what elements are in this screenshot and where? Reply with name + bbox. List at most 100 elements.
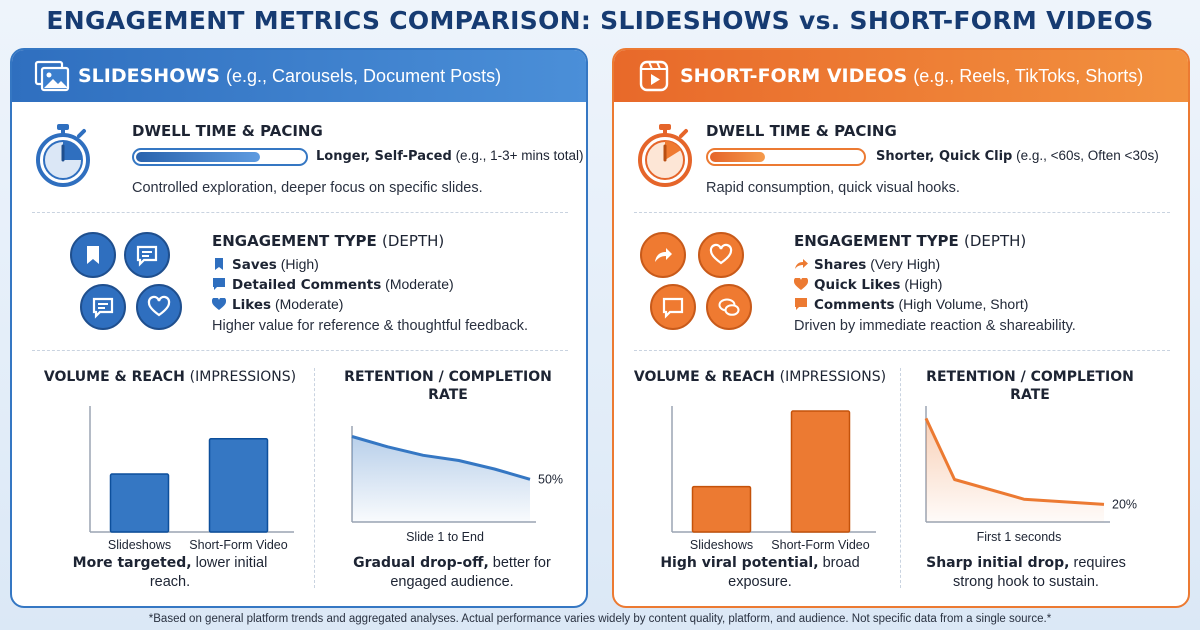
dwell-label-bold: Longer, Self-Paced — [316, 149, 452, 164]
engagement-item-label: Likes — [232, 297, 272, 313]
retention-caption: Gradual drop-off, better for engaged aud… — [334, 554, 570, 592]
dwell-label-rest: (e.g., 1-3+ mins total) — [455, 148, 584, 163]
volume-bar-chart: Slideshows Short-Form Video — [671, 406, 876, 552]
end-value-label: 20% — [1112, 497, 1137, 511]
dwell-bar-fill — [136, 152, 260, 162]
area-fill — [926, 418, 1104, 522]
retention-area-chart: 20% First 1 seconds — [924, 406, 1137, 544]
volume-caption-bold: High viral potential, — [660, 555, 819, 571]
dwell-label-bold: Shorter, Quick Clip — [876, 149, 1013, 164]
engagement-item-label: Detailed Comments — [232, 277, 382, 293]
heart-icon — [136, 284, 182, 330]
volume-caption-rest: broad exposure. — [728, 555, 860, 590]
slideshows-header-subtitle: (e.g., Carousels, Document Posts) — [226, 65, 502, 86]
volume-caption-rest: lower initial reach. — [149, 555, 268, 590]
stopwatch-icon — [36, 124, 90, 187]
series-line — [351, 435, 531, 481]
comment-icon — [650, 284, 696, 330]
divider — [314, 368, 315, 588]
dwell-description: Controlled exploration, deeper focus on … — [132, 180, 483, 196]
video-play-icon — [639, 60, 669, 92]
volume-title-rest: (IMPRESSIONS) — [189, 369, 297, 385]
volume-caption-bold: More targeted, — [72, 555, 192, 571]
dwell-label: Shorter, Quick Clip (e.g., <60s, Often <… — [876, 148, 1159, 164]
divider — [634, 212, 1170, 213]
slideshows-header: SLIDESHOWS (e.g., Carousels, Document Po… — [12, 50, 586, 102]
slideshows-panel: SLIDESHOWS (e.g., Carousels, Document Po… — [10, 48, 588, 608]
retention-chart-title: RETENTION / COMPLETION RATE — [344, 369, 552, 403]
engagement-item-level: (Moderate) — [274, 296, 344, 312]
engagement-item-label: Shares — [814, 257, 867, 273]
divider — [32, 350, 568, 351]
comment-icon — [124, 232, 170, 278]
list-item: Quick Likes (High) — [794, 276, 942, 293]
divider — [634, 350, 1170, 351]
retention-chart-title: RETENTION / COMPLETION RATE — [926, 369, 1134, 403]
x-tick-label: Slideshows — [108, 538, 171, 552]
comment-icon — [213, 278, 225, 290]
dwell-description: Rapid consumption, quick visual hooks. — [706, 180, 960, 196]
share-icon — [640, 232, 686, 278]
stopwatch-icon — [638, 124, 692, 187]
engagement-title: ENGAGEMENT TYPE (DEPTH) — [794, 232, 1026, 250]
volume-bar-chart: Slideshows Short-Form Video — [89, 406, 294, 552]
list-item: Detailed Comments (Moderate) — [212, 276, 454, 293]
heart-icon — [698, 232, 744, 278]
divider — [32, 212, 568, 213]
series-line — [924, 417, 1105, 506]
volume-title-bold: VOLUME & REACH — [43, 369, 185, 385]
list-item: Likes (Moderate) — [212, 296, 343, 313]
engagement-title-rest: (DEPTH) — [964, 232, 1027, 250]
bar — [208, 438, 269, 533]
volume-title-bold: VOLUME & REACH — [633, 369, 775, 385]
retention-caption: Sharp initial drop, requires strong hook… — [908, 554, 1144, 592]
x-axis-label: Slide 1 to End — [406, 530, 484, 544]
engagement-item-level: (Moderate) — [385, 276, 454, 292]
bookmark-icon — [215, 258, 223, 270]
area-fill — [352, 436, 530, 522]
images-icon — [34, 60, 70, 92]
x-axis-label: First 1 seconds — [977, 530, 1062, 544]
videos-header: SHORT-FORM VIDEOS (e.g., Reels, TikToks,… — [614, 50, 1188, 102]
x-tick-label: Short-Form Video — [771, 538, 869, 552]
engagement-description: Higher value for reference & thoughtful … — [212, 318, 528, 334]
heart-icon — [794, 278, 808, 290]
retention-area-chart: 50% Slide 1 to End — [351, 426, 563, 544]
list-item: Shares (Very High) — [794, 256, 940, 273]
engagement-item-label: Saves — [232, 257, 277, 273]
heart-icon — [212, 298, 226, 310]
share-icon — [795, 259, 808, 269]
dwell-title: DWELL TIME & PACING — [132, 122, 323, 140]
comment-icon — [795, 298, 807, 310]
engagement-title-bold: ENGAGEMENT TYPE — [212, 232, 377, 250]
engagement-title-bold: ENGAGEMENT TYPE — [794, 232, 959, 250]
end-value-label: 50% — [538, 472, 563, 486]
dwell-label-rest: (e.g., <60s, Often <30s) — [1016, 148, 1159, 163]
x-tick-label: Short-Form Video — [189, 538, 287, 552]
volume-title-rest: (IMPRESSIONS) — [779, 369, 887, 385]
dwell-bar — [706, 148, 866, 166]
retention-caption-rest: better for engaged audience. — [390, 555, 551, 590]
volume-chart-title: VOLUME & REACH (IMPRESSIONS) — [626, 368, 894, 386]
videos-header-title: SHORT-FORM VIDEOS — [680, 65, 908, 87]
page-title: ENGAGEMENT METRICS COMPARISON: SLIDESHOW… — [46, 6, 1154, 35]
engagement-item-label: Quick Likes — [814, 277, 901, 293]
videos-panel: SHORT-FORM VIDEOS (e.g., Reels, TikToks,… — [612, 48, 1190, 608]
comment-icon — [80, 284, 126, 330]
divider — [900, 368, 901, 588]
retention-caption-rest: requires strong hook to sustain. — [953, 555, 1126, 590]
chat-bubbles-icon — [706, 284, 752, 330]
engagement-title: ENGAGEMENT TYPE (DEPTH) — [212, 232, 444, 250]
bar — [109, 473, 170, 533]
footnote: *Based on general platform trends and ag… — [148, 613, 1052, 625]
dwell-title: DWELL TIME & PACING — [706, 122, 897, 140]
dwell-bar-fill — [710, 152, 765, 162]
retention-caption-bold: Gradual drop-off, — [353, 555, 489, 571]
retention-caption-bold: Sharp initial drop, — [926, 555, 1070, 571]
engagement-item-level: (High) — [280, 256, 319, 272]
volume-caption: High viral potential, broad exposure. — [642, 554, 878, 592]
engagement-item-level: (High) — [904, 276, 943, 292]
dwell-bar — [132, 148, 308, 166]
engagement-item-label: Comments — [814, 297, 895, 313]
volume-chart-title: VOLUME & REACH (IMPRESSIONS) — [32, 368, 308, 386]
